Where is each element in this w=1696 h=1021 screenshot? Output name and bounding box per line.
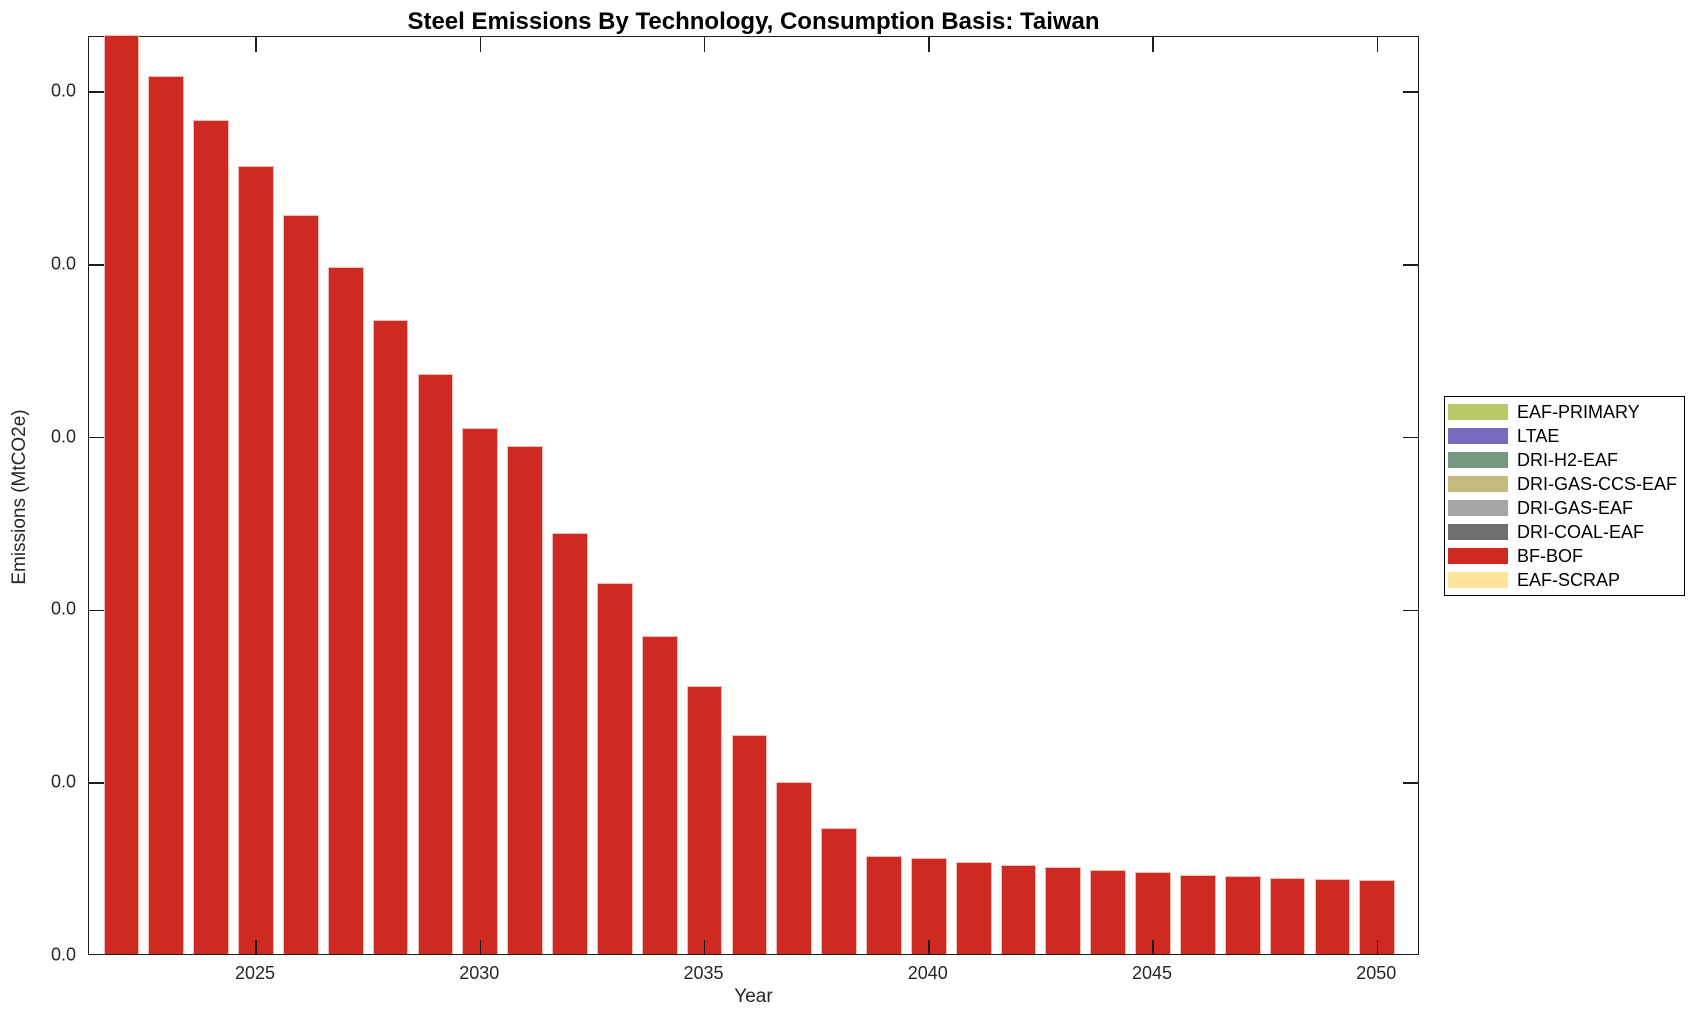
y-tick-label: 0.0 — [50, 771, 76, 792]
legend-item-dri-h2-eaf: DRI-H2-EAF — [1445, 448, 1684, 472]
legend-item-bf-bof: BF-BOF — [1445, 544, 1684, 568]
y-tick-label: 0.0 — [50, 944, 76, 965]
legend-item-eaf-primary: EAF-PRIMARY — [1445, 400, 1684, 424]
y-tick-label: 0.0 — [50, 80, 76, 101]
x-tick-top — [479, 37, 482, 52]
legend-swatch-icon — [1448, 500, 1508, 516]
bar-2048 — [1269, 877, 1306, 954]
legend: EAF-PRIMARY LTAE DRI-H2-EAF DRI-GAS-CCS-EAF… — [1444, 396, 1685, 596]
legend-item-dri-coal-eaf: DRI-COAL-EAF — [1445, 520, 1684, 544]
chart-title: Steel Emissions By Technology, Consumpti… — [407, 8, 1100, 35]
x-tick-label: 2040 — [907, 963, 948, 983]
legend-swatch-icon — [1448, 476, 1508, 492]
legend-swatch-icon — [1448, 428, 1508, 444]
bar-2027 — [327, 266, 364, 954]
legend-swatch-icon — [1448, 548, 1508, 564]
bar-2030 — [462, 428, 499, 954]
legend-item-dri-gas-eaf: DRI-GAS-EAF — [1445, 496, 1684, 520]
legend-label: BF-BOF — [1517, 545, 1583, 566]
x-tick-top — [1152, 37, 1154, 52]
bar-2047 — [1224, 875, 1261, 954]
x-tick-label: 2050 — [1356, 963, 1397, 983]
legend-item-dri-gas-ccs-eaf: DRI-GAS-CCS-EAF — [1445, 472, 1684, 496]
bar-2038 — [821, 828, 857, 954]
y-tick-left — [89, 436, 104, 439]
legend-swatch-icon — [1448, 452, 1508, 468]
x-tick-bottom — [928, 940, 930, 955]
bar-2043 — [1045, 866, 1082, 954]
legend-item-eaf-scrap: EAF-SCRAP — [1445, 568, 1684, 592]
x-tick-top — [1376, 37, 1379, 52]
y-tick-left — [89, 953, 104, 956]
y-tick-label: 0.0 — [50, 253, 76, 274]
legend-label: DRI-H2-EAF — [1517, 449, 1619, 470]
y-tick-right — [1403, 953, 1418, 956]
x-tick-label: 2025 — [235, 963, 276, 983]
bar-2035 — [686, 685, 723, 954]
bar-2033 — [596, 582, 633, 954]
x-tick-label: 2035 — [683, 963, 724, 983]
bar-2036 — [731, 735, 768, 954]
y-tick-left — [89, 782, 104, 784]
y-tick-right — [1403, 782, 1418, 784]
y-tick-right — [1403, 91, 1418, 93]
x-tick-top — [703, 37, 706, 52]
bar-2039 — [866, 855, 902, 954]
legend-swatch-icon — [1448, 524, 1508, 540]
bar-2042 — [1000, 864, 1037, 954]
bar-2032 — [552, 533, 588, 954]
plot-area — [88, 35, 1419, 956]
legend-label: DRI-GAS-CCS-EAF — [1517, 473, 1678, 494]
x-axis-label: Year — [734, 986, 773, 1007]
bar-2026 — [283, 215, 319, 954]
bar-2022 — [103, 35, 140, 954]
y-tick-left — [89, 609, 104, 612]
x-tick-bottom — [479, 940, 482, 955]
bar-2044 — [1090, 870, 1127, 954]
x-tick-top — [255, 37, 257, 52]
legend-label: LTAE — [1517, 425, 1560, 446]
y-axis-label: Emissions (MtCO2e) — [9, 409, 30, 585]
bar-2046 — [1180, 874, 1216, 954]
bar-2023 — [148, 76, 185, 954]
x-tick-label: 2045 — [1132, 963, 1173, 983]
bar-2040 — [910, 858, 947, 954]
x-tick-bottom — [1152, 940, 1154, 955]
legend-label: EAF-PRIMARY — [1517, 401, 1640, 422]
bar-2041 — [955, 862, 992, 954]
legend-label: DRI-GAS-EAF — [1517, 497, 1634, 518]
y-tick-label: 0.0 — [50, 598, 76, 619]
legend-label: EAF-SCRAP — [1517, 569, 1621, 590]
legend-item-ltae: LTAE — [1445, 424, 1684, 448]
bar-2031 — [507, 445, 544, 954]
bar-2024 — [193, 119, 230, 954]
x-tick-bottom — [1376, 940, 1379, 955]
x-tick-label: 2030 — [459, 963, 500, 983]
x-tick-bottom — [703, 940, 706, 955]
y-tick-label: 0.0 — [50, 426, 76, 447]
x-tick-bottom — [255, 940, 257, 955]
bar-2029 — [417, 374, 454, 954]
bar-2028 — [372, 319, 409, 954]
y-tick-left — [89, 91, 104, 93]
bar-2025 — [238, 166, 274, 954]
legend-swatch-icon — [1448, 572, 1508, 588]
bar-2049 — [1314, 878, 1351, 954]
bar-2034 — [641, 636, 678, 954]
y-tick-right — [1403, 609, 1418, 612]
x-tick-top — [928, 37, 930, 52]
bar-2037 — [776, 782, 813, 954]
y-tick-left — [89, 264, 104, 266]
legend-label: DRI-COAL-EAF — [1517, 521, 1645, 542]
legend-swatch-icon — [1448, 404, 1508, 420]
y-tick-right — [1403, 264, 1418, 266]
y-tick-right — [1403, 436, 1418, 439]
